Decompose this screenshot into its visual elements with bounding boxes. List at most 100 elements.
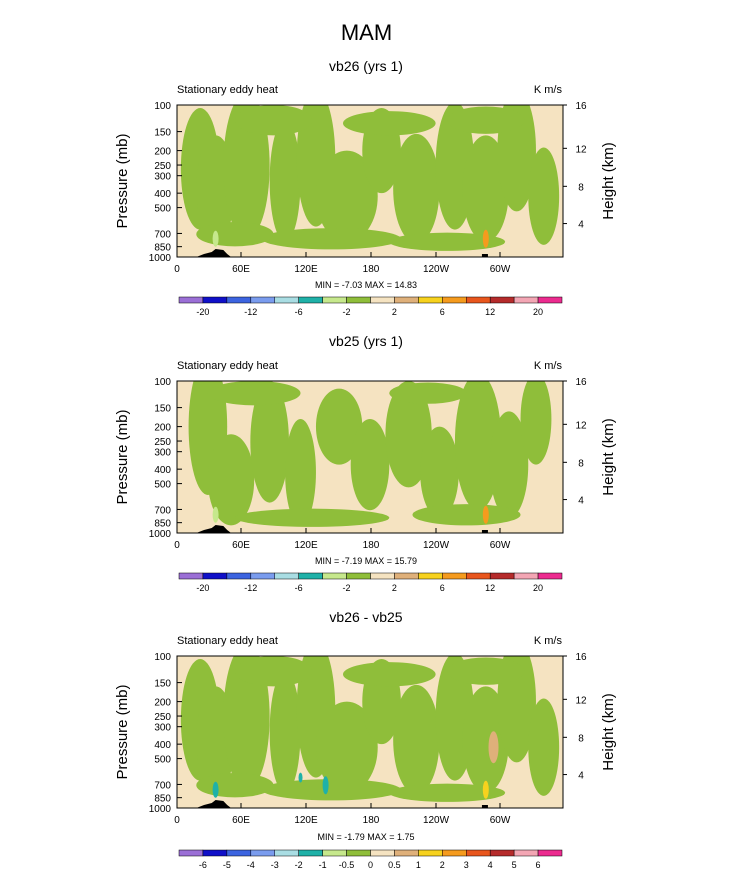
colorbar-cell xyxy=(202,296,228,304)
y-tick-label: 500 xyxy=(154,480,171,491)
colorbar-cell xyxy=(442,849,467,857)
chart-panel-1: vb26 (yrs 1) Stationary eddy heat K m/s 0 60… xyxy=(114,58,617,317)
colorbar-label: 0.5 xyxy=(388,860,401,870)
colorbar-cell xyxy=(418,849,443,857)
y-right-tick-label: 4 xyxy=(578,771,584,782)
colorbar-label: -3 xyxy=(271,860,279,870)
contour-field xyxy=(188,381,552,533)
y-tick-label: 850 xyxy=(154,794,171,805)
contour-region xyxy=(269,671,301,793)
contour-region xyxy=(285,419,316,526)
colorbar-cell xyxy=(442,572,467,580)
y-tick-label: 100 xyxy=(154,101,171,112)
panel-units-label: K m/s xyxy=(534,360,563,372)
colorbar-cell xyxy=(489,572,515,580)
colorbar-cell xyxy=(489,849,515,857)
x-tick-label: 60W xyxy=(490,264,511,275)
colorbar-label: -2 xyxy=(295,860,303,870)
topography xyxy=(196,800,232,808)
contour-region xyxy=(207,381,301,406)
colorbar-label: 3 xyxy=(464,860,469,870)
contour-feature xyxy=(488,731,499,764)
y-right-tick-label: 4 xyxy=(578,220,584,231)
colorbar-label: -12 xyxy=(244,307,257,317)
x-tick-label: 60W xyxy=(490,815,511,826)
x-tick-label: 120W xyxy=(423,815,450,826)
y-right-tick-label: 12 xyxy=(575,420,587,431)
contour-region xyxy=(261,779,401,801)
x-tick-label: 0 xyxy=(174,540,180,551)
contour-region xyxy=(412,504,521,526)
contour-field xyxy=(180,656,560,808)
contour-feature xyxy=(482,229,489,248)
contour-region xyxy=(342,111,436,136)
colorbar-label: -2 xyxy=(343,583,351,593)
y-tick-label: 400 xyxy=(154,740,171,751)
colorbar-cell xyxy=(226,572,252,580)
colorbar-cell xyxy=(178,296,204,304)
contour-region xyxy=(393,133,440,244)
chart-panel-3: vb26 - vb25 Stationary eddy heat K m/s 0 60E… xyxy=(114,609,617,870)
stats-text: MIN = -1.79 MAX = 1.75 xyxy=(317,832,414,842)
figure-title: MAM xyxy=(340,20,393,45)
contour-region xyxy=(447,106,525,134)
panel-title: vb25 (yrs 1) xyxy=(329,333,403,349)
y-tick-label: 100 xyxy=(154,652,171,663)
contour-region xyxy=(196,222,274,247)
x-tick-label: 120W xyxy=(423,540,450,551)
contour-feature xyxy=(482,505,489,524)
y-tick-label: 1000 xyxy=(149,253,172,264)
x-tick-label: 60W xyxy=(490,540,511,551)
colorbar-cell xyxy=(418,572,443,580)
y-tick-label: 850 xyxy=(154,519,171,530)
colorbar-cell xyxy=(226,849,252,857)
y-tick-label: 700 xyxy=(154,229,171,240)
colorbar-cell xyxy=(178,572,204,580)
colorbar-cell xyxy=(537,296,563,304)
colorbar-cell xyxy=(298,849,323,857)
y-tick-label: 100 xyxy=(154,377,171,388)
x-tick-label: 120E xyxy=(294,540,318,551)
colorbar-cell xyxy=(274,849,299,857)
colorbar-label: 12 xyxy=(485,307,495,317)
colorbar-cell xyxy=(370,849,395,857)
y-tick-label: 200 xyxy=(154,423,171,434)
y-right-tick-label: 8 xyxy=(578,733,584,744)
colorbar-label: 12 xyxy=(485,583,495,593)
stats-text: MIN = -7.03 MAX = 14.83 xyxy=(315,280,417,290)
colorbar-label: -12 xyxy=(244,583,257,593)
colorbar-cell xyxy=(346,849,371,857)
contour-region xyxy=(250,381,289,503)
colorbar-cell xyxy=(442,296,467,304)
panel-left-label: Stationary eddy heat xyxy=(177,84,278,96)
panel-units-label: K m/s xyxy=(534,635,563,647)
y-tick-label: 400 xyxy=(154,465,171,476)
colorbar-cell xyxy=(250,849,275,857)
colorbar-cell xyxy=(466,296,491,304)
colorbar-cell xyxy=(394,296,419,304)
colorbar-cell xyxy=(466,849,491,857)
contour-region xyxy=(315,150,378,242)
x-tick-label: 120W xyxy=(423,264,450,275)
y-tick-label: 700 xyxy=(154,780,171,791)
y-tick-label: 150 xyxy=(154,128,171,139)
contour-region xyxy=(261,228,401,250)
colorbar-cell xyxy=(537,572,563,580)
x-tick-label: 60E xyxy=(232,540,250,551)
y-right-tick-label: 4 xyxy=(578,496,584,507)
topography xyxy=(481,530,488,533)
colorbar-cell xyxy=(346,572,371,580)
contour-region xyxy=(528,147,560,245)
x-tick-label: 180 xyxy=(363,540,380,551)
colorbar-cell xyxy=(322,572,347,580)
plot-frame xyxy=(176,104,564,258)
colorbar-cell xyxy=(394,849,419,857)
colorbar-label: -6 xyxy=(295,583,303,593)
x-tick-label: 0 xyxy=(174,815,180,826)
colorbar-cell xyxy=(274,572,299,580)
colorbar-cell xyxy=(226,296,252,304)
colorbar-cell xyxy=(274,296,299,304)
colorbar-cell xyxy=(178,849,204,857)
colorbar-cell xyxy=(322,849,347,857)
